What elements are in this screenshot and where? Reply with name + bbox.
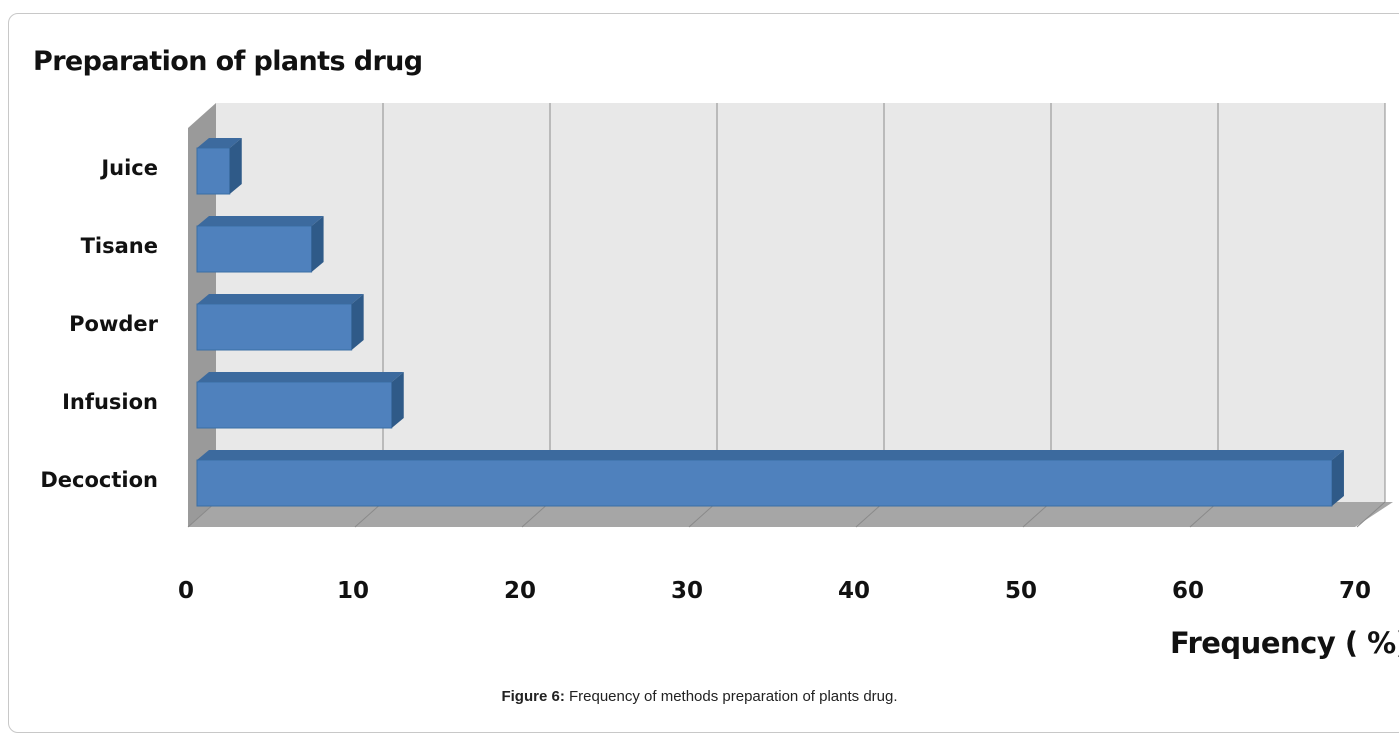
y-category-label: Tisane xyxy=(81,234,158,258)
y-category-label: Infusion xyxy=(62,390,158,414)
bar-juice xyxy=(196,138,242,195)
bar-side xyxy=(311,216,324,272)
bar-top xyxy=(197,450,1344,460)
bar-side xyxy=(351,294,364,350)
bar-infusion xyxy=(196,372,404,429)
bar-front xyxy=(196,225,313,273)
bar-top xyxy=(197,294,364,304)
y-category-label: Juice xyxy=(99,156,158,180)
x-tick-label: 50 xyxy=(1005,578,1037,604)
floor-gridline xyxy=(1356,501,1386,528)
x-tick-label: 40 xyxy=(838,578,870,604)
y-category-label: Powder xyxy=(69,312,158,336)
bar-front xyxy=(196,381,393,429)
bar-side xyxy=(391,372,404,428)
bar-front xyxy=(196,459,1333,507)
y-category-label: Decoction xyxy=(40,468,158,492)
x-tick-label: 10 xyxy=(337,578,369,604)
bar-front xyxy=(196,303,353,351)
chart-bars xyxy=(196,138,1344,507)
bar-top xyxy=(197,372,404,382)
x-tick-label: 30 xyxy=(671,578,703,604)
chart-title: Preparation of plants drug xyxy=(33,46,423,77)
bar-top xyxy=(197,138,242,148)
bar-side xyxy=(1331,450,1344,506)
bar-tisane xyxy=(196,216,324,273)
chart-walls xyxy=(188,103,1393,527)
x-tick-label: 60 xyxy=(1172,578,1204,604)
bar-top xyxy=(197,216,324,226)
floor xyxy=(188,502,1393,527)
caption-text: Frequency of methods preparation of plan… xyxy=(564,688,898,705)
x-axis-title: Frequency ( %) xyxy=(1170,626,1399,660)
x-tick-label: 20 xyxy=(504,578,536,604)
back-wall xyxy=(216,103,1385,502)
figure-caption: Figure 6: Frequency of methods preparati… xyxy=(0,688,1399,705)
bar-powder xyxy=(196,294,364,351)
x-tick-label: 70 xyxy=(1339,578,1371,604)
bar-side xyxy=(229,138,242,194)
bar-decoction xyxy=(196,450,1344,507)
y-axis-labels: Decoction Infusion Powder Tisane Juice xyxy=(40,156,158,492)
bar-chart: Decoction Infusion Powder Tisane Juice 0 10 20… xyxy=(40,103,1393,604)
x-tick-label: 0 xyxy=(178,578,194,604)
caption-label: Figure 6: xyxy=(501,688,565,705)
bar-front xyxy=(196,147,231,195)
x-axis-labels: 0 10 20 30 40 50 60 70 xyxy=(178,578,1371,604)
